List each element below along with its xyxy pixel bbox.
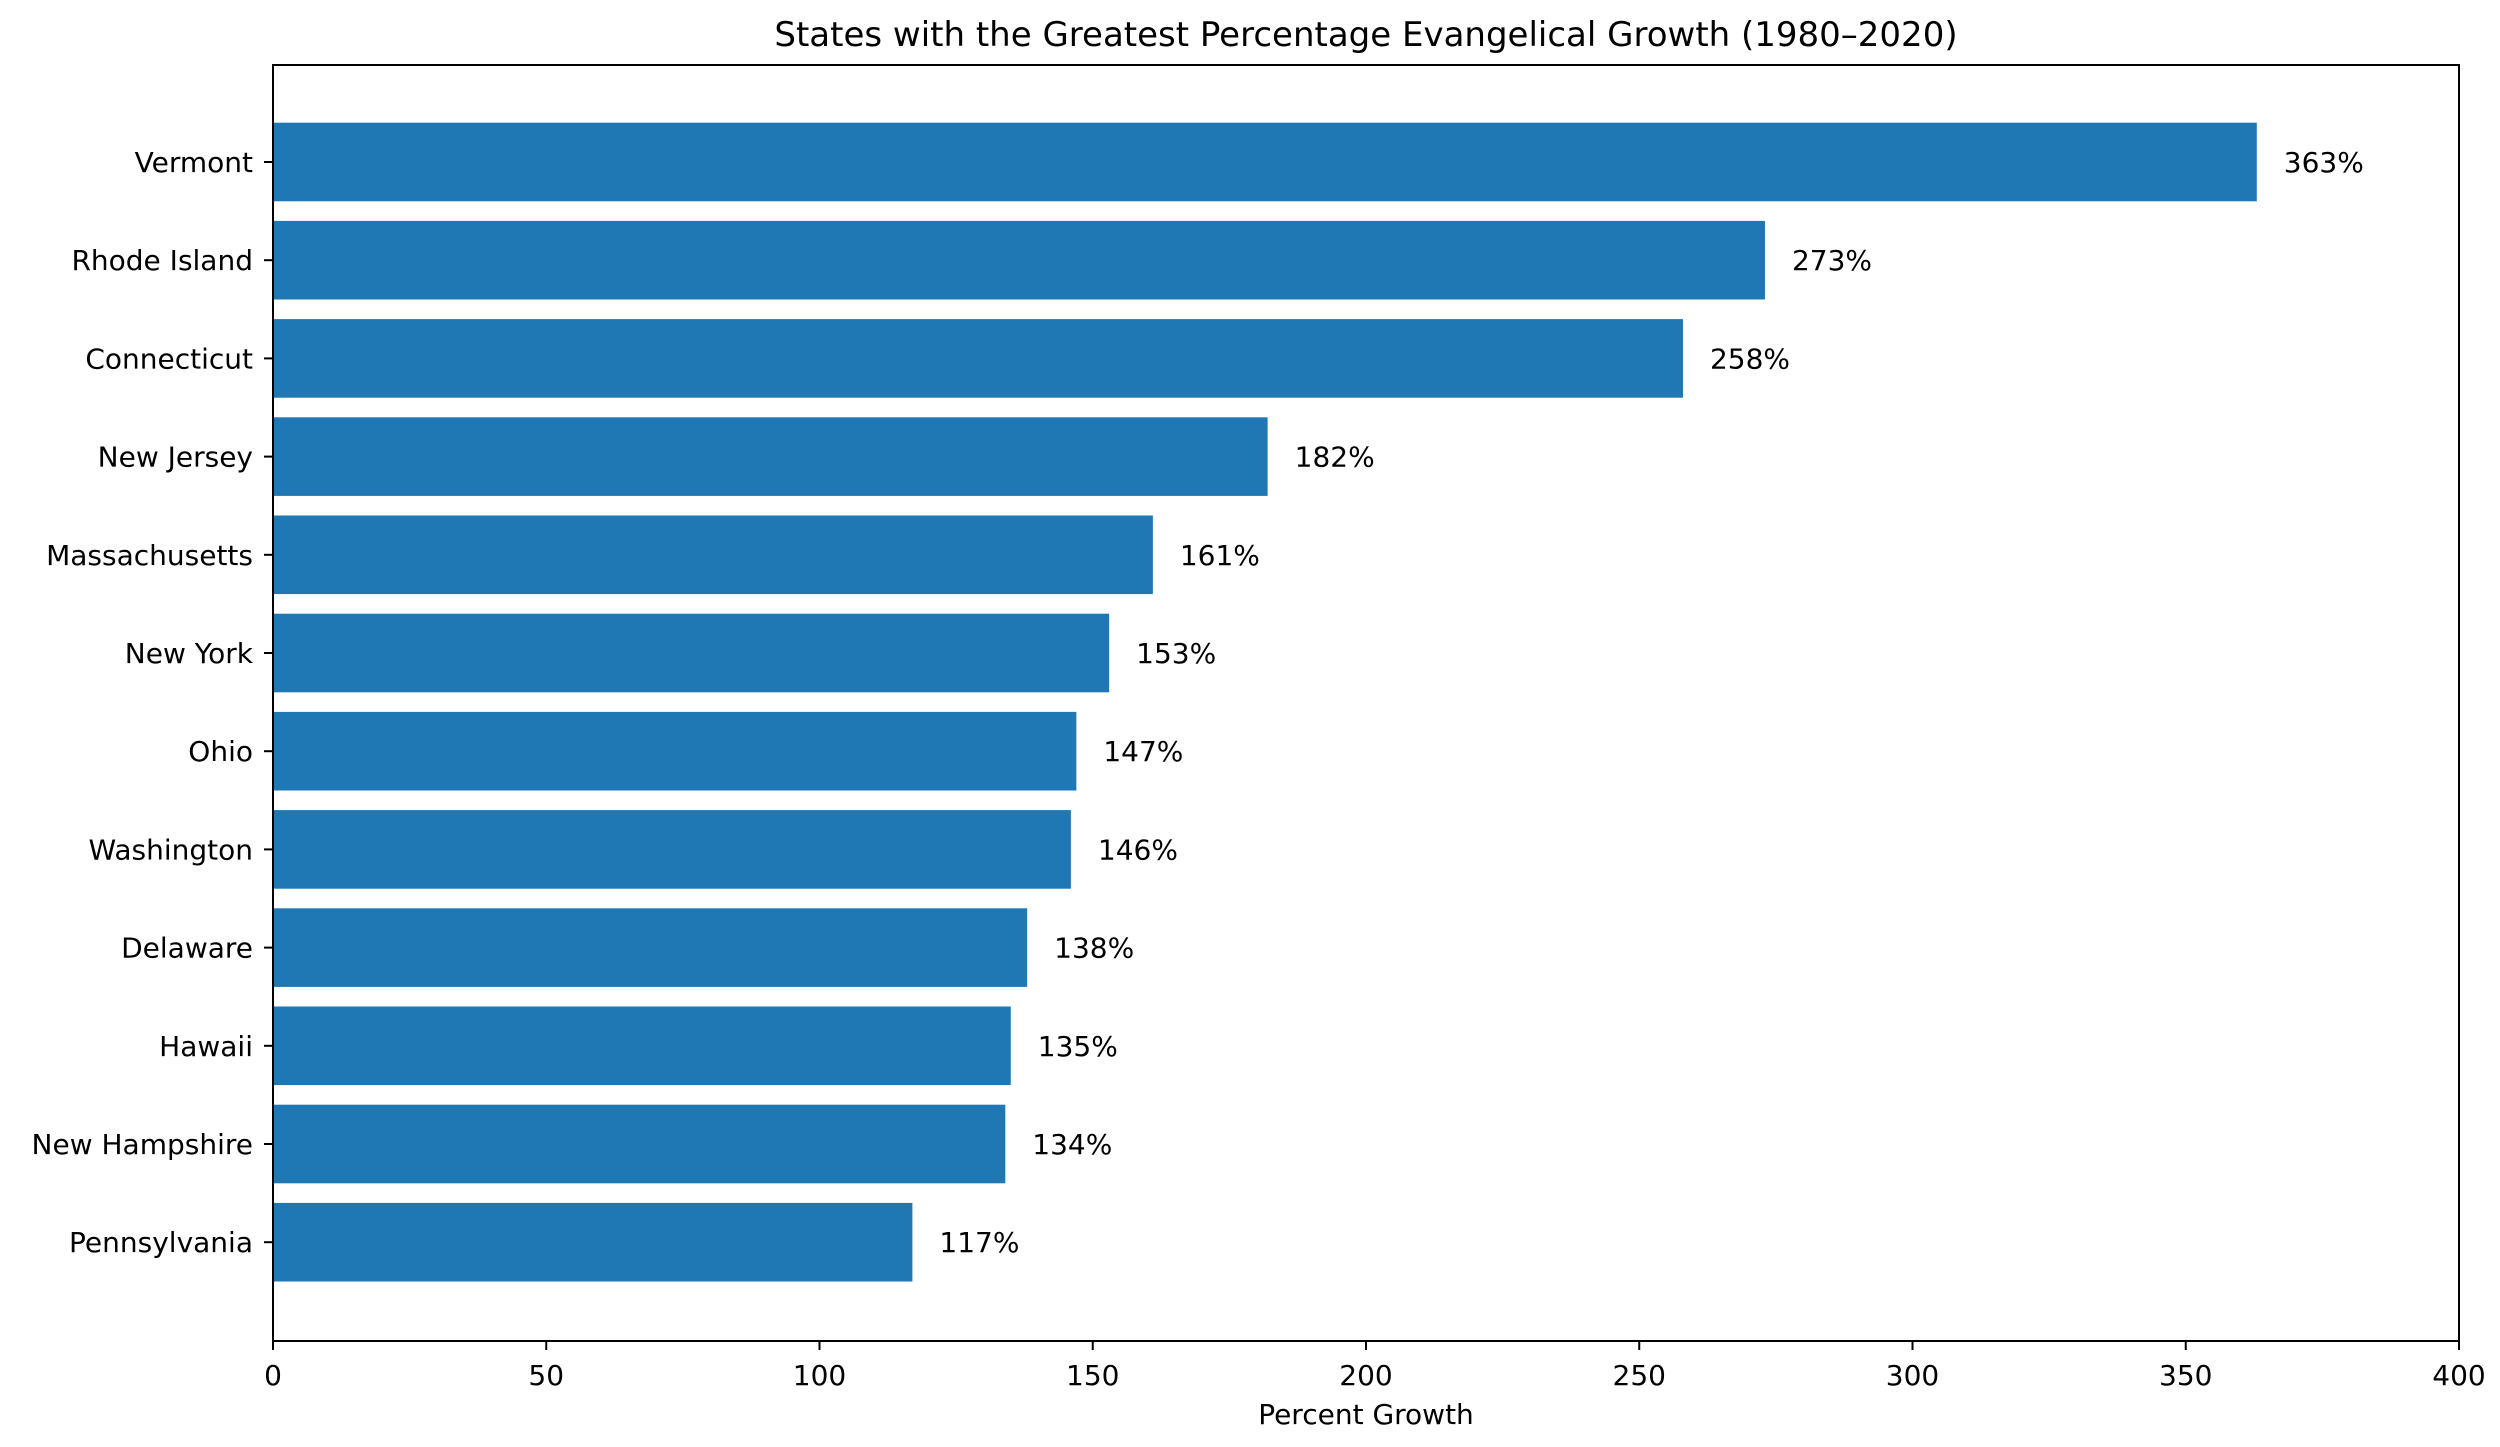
x-tick-label-1: 50 <box>528 1359 564 1392</box>
data-label-4: 161% <box>1180 539 1260 572</box>
chart-title: States with the Greatest Percentage Evan… <box>774 15 1957 55</box>
bar-6 <box>273 711 1077 791</box>
category-label-0: Vermont <box>135 146 253 179</box>
category-label-11: Pennsylvania <box>69 1226 253 1259</box>
data-label-10: 134% <box>1032 1128 1112 1161</box>
data-labels-group: 363% 273% 258% 182% 161% 153% 147% 146% 138% 135%… <box>939 146 2363 1259</box>
category-label-6: Ohio <box>188 735 253 768</box>
x-tick-label-0: 0 <box>264 1359 282 1392</box>
x-tick-label-5: 250 <box>1613 1359 1666 1392</box>
x-tick-label-8: 400 <box>2432 1359 2485 1392</box>
x-tick-label-2: 100 <box>793 1359 846 1392</box>
data-label-2: 258% <box>1710 342 1790 375</box>
data-label-0: 363% <box>2284 146 2364 179</box>
bar-11 <box>273 1202 913 1282</box>
bars-group <box>273 122 2257 1282</box>
bar-7 <box>273 810 1071 889</box>
bar-2 <box>273 319 1683 398</box>
data-label-11: 117% <box>939 1226 1019 1259</box>
data-label-5: 153% <box>1136 637 1216 670</box>
bar-3 <box>273 417 1268 496</box>
bar-9 <box>273 1006 1011 1086</box>
category-label-10: New Hampshire <box>32 1128 253 1161</box>
x-tick-label-7: 350 <box>2159 1359 2212 1392</box>
plot-frame <box>272 64 2460 1342</box>
category-label-8: Delaware <box>121 932 253 965</box>
bar-4 <box>273 515 1153 595</box>
bar-5 <box>273 613 1110 693</box>
data-label-8: 138% <box>1054 932 1134 965</box>
y-axis: Vermont Rhode Island Connecticut New Jersey… <box>32 146 273 1259</box>
category-label-5: New York <box>125 637 254 670</box>
bar-8 <box>273 908 1028 987</box>
bar-0 <box>273 122 2257 202</box>
x-tick-label-4: 200 <box>1339 1359 1392 1392</box>
category-label-3: New Jersey <box>98 441 253 474</box>
bar-10 <box>273 1104 1006 1184</box>
category-label-1: Rhode Island <box>71 244 253 277</box>
category-label-9: Hawaii <box>159 1030 253 1063</box>
data-label-6: 147% <box>1103 735 1183 768</box>
data-label-1: 273% <box>1792 244 1872 277</box>
bar-1 <box>273 220 1765 300</box>
category-label-2: Connecticut <box>85 342 253 375</box>
data-label-3: 182% <box>1295 441 1375 474</box>
x-tick-label-3: 150 <box>1066 1359 1119 1392</box>
x-axis: 0 50 100 150 200 250 300 350 400 <box>264 1341 2486 1392</box>
data-label-7: 146% <box>1098 833 1178 866</box>
data-label-9: 135% <box>1038 1030 1118 1063</box>
x-axis-title: Percent Growth <box>1258 1398 1474 1431</box>
category-label-4: Massachusetts <box>46 539 253 572</box>
category-label-7: Washington <box>88 833 253 866</box>
x-tick-label-6: 300 <box>1886 1359 1939 1392</box>
